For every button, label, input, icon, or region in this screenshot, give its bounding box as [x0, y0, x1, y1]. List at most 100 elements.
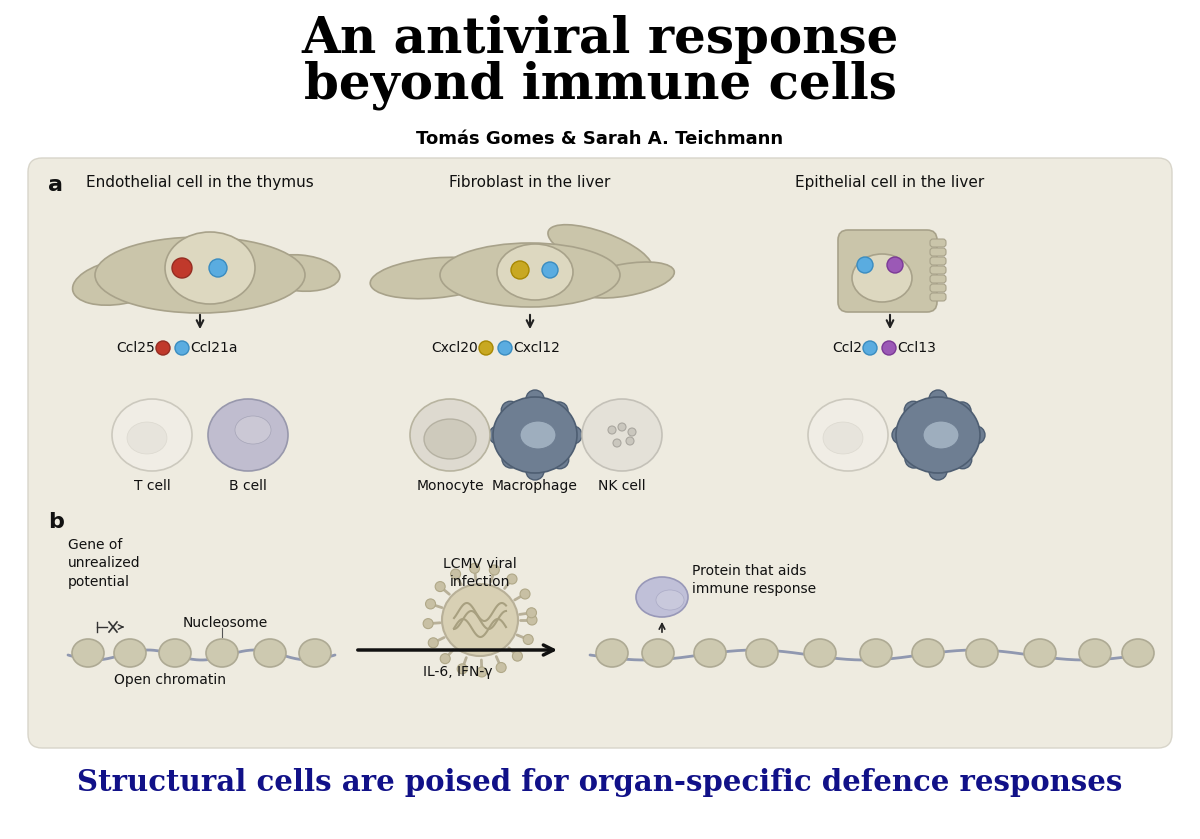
Circle shape	[929, 462, 947, 480]
Text: Fibroblast in the liver: Fibroblast in the liver	[449, 175, 611, 190]
Circle shape	[892, 426, 910, 444]
Circle shape	[450, 569, 461, 579]
Ellipse shape	[896, 397, 980, 473]
FancyBboxPatch shape	[28, 158, 1172, 748]
Ellipse shape	[923, 421, 959, 449]
Circle shape	[527, 615, 538, 625]
Ellipse shape	[371, 258, 499, 299]
Circle shape	[172, 258, 192, 278]
FancyBboxPatch shape	[930, 293, 946, 301]
Ellipse shape	[912, 639, 944, 667]
Ellipse shape	[636, 577, 688, 617]
Ellipse shape	[852, 254, 912, 302]
Ellipse shape	[112, 399, 192, 471]
Ellipse shape	[808, 399, 888, 471]
Ellipse shape	[804, 639, 836, 667]
Ellipse shape	[596, 639, 628, 667]
Circle shape	[496, 663, 506, 673]
Ellipse shape	[656, 590, 684, 610]
Ellipse shape	[746, 639, 778, 667]
Ellipse shape	[520, 421, 556, 449]
Circle shape	[523, 634, 533, 644]
Circle shape	[551, 451, 569, 469]
Ellipse shape	[576, 262, 674, 298]
Ellipse shape	[440, 243, 620, 307]
Ellipse shape	[114, 639, 146, 667]
Circle shape	[527, 607, 536, 618]
Text: Cxcl20: Cxcl20	[431, 341, 478, 355]
Ellipse shape	[966, 639, 998, 667]
Circle shape	[479, 341, 493, 355]
FancyBboxPatch shape	[930, 239, 946, 247]
Ellipse shape	[493, 397, 577, 473]
Text: beyond immune cells: beyond immune cells	[304, 60, 896, 110]
Circle shape	[428, 638, 438, 648]
Circle shape	[550, 402, 568, 420]
Circle shape	[954, 451, 972, 469]
Ellipse shape	[823, 422, 863, 454]
Ellipse shape	[1122, 639, 1154, 667]
Circle shape	[626, 437, 634, 445]
Text: LCMV viral
infection: LCMV viral infection	[443, 557, 517, 590]
FancyBboxPatch shape	[930, 275, 946, 283]
Text: Protein that aids
immune response: Protein that aids immune response	[692, 564, 816, 597]
Text: b: b	[48, 512, 64, 532]
Circle shape	[628, 428, 636, 436]
Circle shape	[905, 401, 923, 420]
Ellipse shape	[424, 419, 476, 459]
Ellipse shape	[166, 232, 256, 304]
Ellipse shape	[1024, 639, 1056, 667]
Circle shape	[953, 402, 971, 420]
Ellipse shape	[442, 584, 518, 656]
Text: B cell: B cell	[229, 479, 266, 493]
Text: T cell: T cell	[133, 479, 170, 493]
Ellipse shape	[860, 639, 892, 667]
Ellipse shape	[72, 639, 104, 667]
Ellipse shape	[127, 422, 167, 454]
Ellipse shape	[95, 237, 305, 313]
Ellipse shape	[582, 399, 662, 471]
Circle shape	[882, 341, 896, 355]
Text: Epithelial cell in the liver: Epithelial cell in the liver	[796, 175, 985, 190]
Ellipse shape	[694, 639, 726, 667]
Text: Ccl2: Ccl2	[832, 341, 862, 355]
Text: IL-6, IFN-γ: IL-6, IFN-γ	[422, 665, 492, 679]
Circle shape	[887, 257, 904, 273]
Ellipse shape	[208, 399, 288, 471]
Circle shape	[469, 563, 480, 573]
Text: Tomás Gomes & Sarah A. Teichmann: Tomás Gomes & Sarah A. Teichmann	[416, 130, 784, 148]
Text: An antiviral response: An antiviral response	[301, 15, 899, 64]
Text: Ccl13: Ccl13	[898, 341, 936, 355]
Circle shape	[863, 341, 877, 355]
Circle shape	[608, 426, 616, 434]
Circle shape	[618, 423, 626, 431]
FancyBboxPatch shape	[930, 284, 946, 292]
Circle shape	[511, 261, 529, 279]
FancyBboxPatch shape	[930, 248, 946, 256]
Circle shape	[490, 426, 508, 444]
Text: Ccl21a: Ccl21a	[190, 341, 238, 355]
Circle shape	[490, 565, 499, 575]
Ellipse shape	[206, 639, 238, 667]
Ellipse shape	[260, 255, 340, 291]
Ellipse shape	[299, 639, 331, 667]
Ellipse shape	[497, 244, 574, 300]
Circle shape	[175, 341, 190, 355]
Circle shape	[502, 401, 520, 420]
Text: Cxcl12: Cxcl12	[514, 341, 560, 355]
Circle shape	[502, 450, 520, 468]
Circle shape	[508, 574, 517, 584]
Circle shape	[512, 651, 522, 661]
Circle shape	[426, 599, 436, 609]
Text: Structural cells are poised for organ-specific defence responses: Structural cells are poised for organ-sp…	[77, 768, 1123, 797]
Circle shape	[526, 462, 544, 480]
Text: Monocyte: Monocyte	[416, 479, 484, 493]
Circle shape	[613, 439, 622, 447]
Text: Ccl25: Ccl25	[116, 341, 155, 355]
Text: Gene of
unrealized
potential: Gene of unrealized potential	[68, 538, 140, 589]
Circle shape	[498, 341, 512, 355]
Text: NK cell: NK cell	[598, 479, 646, 493]
Circle shape	[476, 667, 487, 677]
Circle shape	[967, 426, 985, 444]
Ellipse shape	[235, 416, 271, 444]
